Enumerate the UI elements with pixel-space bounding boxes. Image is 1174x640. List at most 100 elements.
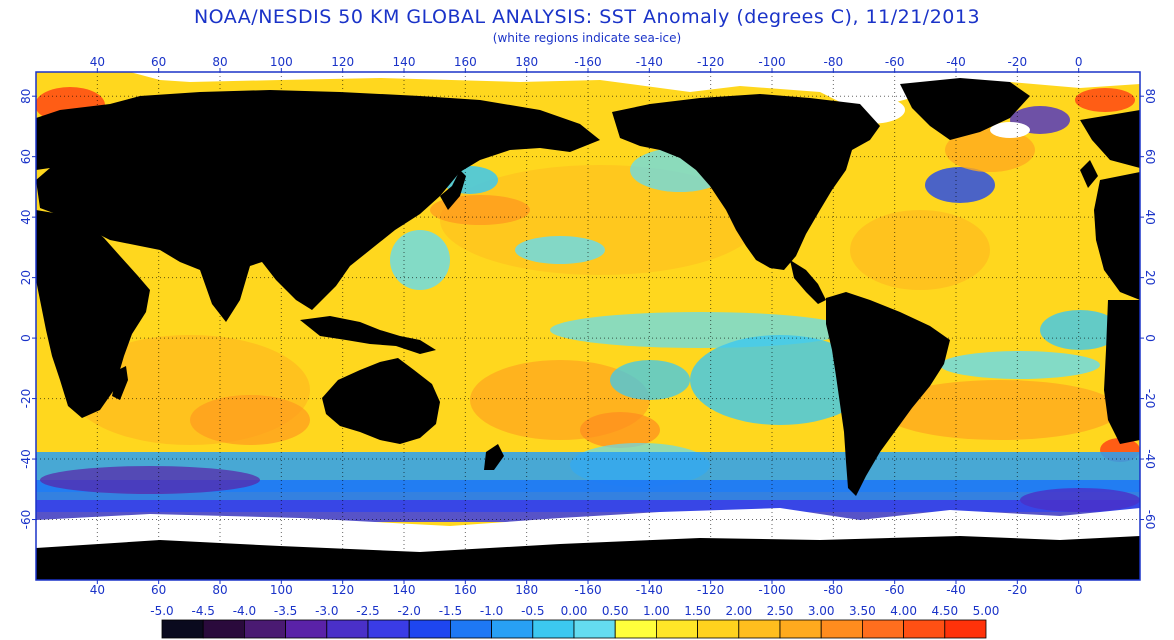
map-area <box>36 72 1140 580</box>
colorbar-swatch <box>243 619 286 639</box>
north-america <box>612 94 880 270</box>
colorbar-label: -0.5 <box>521 604 544 618</box>
uk <box>1080 160 1098 188</box>
lon-tick-label-top: -60 <box>885 55 905 69</box>
lon-tick-label-top: 120 <box>331 55 354 69</box>
australia <box>322 358 440 444</box>
anomaly-field <box>36 87 1140 487</box>
lon-tick-label-bottom: 180 <box>515 583 538 597</box>
latitude-labels-right: 80 60 40 20 0 -20 -40 -60 <box>1143 89 1157 530</box>
lon-tick-label-bottom: 0 <box>1075 583 1083 597</box>
lat-tick-label-right: 60 <box>1143 149 1157 164</box>
lat-tick-label-right: 0 <box>1143 334 1157 342</box>
colorbar-label: -3.5 <box>274 604 297 618</box>
greenland <box>900 78 1030 140</box>
lon-tick-label-bottom: 100 <box>270 583 293 597</box>
lat-tick-label-left: -20 <box>19 389 33 409</box>
colorbar-label: 2.50 <box>767 604 794 618</box>
lon-tick-label-bottom: -40 <box>946 583 966 597</box>
colorbar-label: -5.0 <box>150 604 173 618</box>
lat-tick-label-left: 20 <box>19 270 33 285</box>
colorbar-swatch <box>656 619 699 639</box>
lon-tick-label-top: 60 <box>151 55 166 69</box>
colorbar-swatch <box>820 619 863 639</box>
lon-tick-label-bottom: 160 <box>454 583 477 597</box>
lon-tick-label-bottom: 40 <box>90 583 105 597</box>
chart-subtitle: (white regions indicate sea-ice) <box>492 31 682 45</box>
lon-tick-label-top: -40 <box>946 55 966 69</box>
lon-tick-label-bottom: -120 <box>697 583 724 597</box>
colorbar-label: 1.00 <box>643 604 670 618</box>
lat-tick-label-left: 40 <box>19 210 33 225</box>
colorbar-swatch <box>862 619 905 639</box>
colorbar-label: -1.0 <box>480 604 503 618</box>
japan <box>440 170 466 210</box>
colorbar-label: 4.50 <box>931 604 958 618</box>
colorbar-swatch <box>326 619 369 639</box>
antarctica <box>36 536 1140 580</box>
colorbar-label: 3.00 <box>808 604 835 618</box>
africa-east <box>1104 300 1140 444</box>
longitude-labels-bottom: 40 60 80 100 120 140 160 180 -160 -140 -120 -100 -80… <box>90 583 1083 597</box>
colorbar-swatch <box>738 619 781 639</box>
lon-tick-label-bottom: -80 <box>824 583 844 597</box>
colorbar-swatch <box>367 619 410 639</box>
lon-tick-label-top: 140 <box>393 55 416 69</box>
colorbar-label: 1.50 <box>684 604 711 618</box>
lon-tick-label-top: 0 <box>1075 55 1083 69</box>
lon-tick-label-top: -160 <box>574 55 601 69</box>
lon-tick-label-top: 80 <box>212 55 227 69</box>
colorbar-swatch <box>202 619 245 639</box>
lon-tick-label-top: -20 <box>1008 55 1028 69</box>
lat-tick-label-left: 80 <box>19 89 33 104</box>
colorbar-swatch <box>532 619 575 639</box>
lon-tick-label-top: 40 <box>90 55 105 69</box>
lon-tick-label-top: -100 <box>758 55 785 69</box>
longitude-labels-top: 40 60 80 100 120 140 160 180 -160 -140 -120 -100 -80… <box>90 55 1083 69</box>
colorbar-swatch <box>614 619 657 639</box>
colorbar-swatch <box>408 619 451 639</box>
central-america <box>790 260 826 304</box>
lon-tick-label-bottom: 140 <box>393 583 416 597</box>
lon-tick-label-bottom: -60 <box>885 583 905 597</box>
latitude-labels-left: 80 60 40 20 0 -20 -40 -60 <box>19 89 33 530</box>
axis-ticks <box>32 68 1144 584</box>
madagascar <box>112 366 128 400</box>
lon-tick-label-bottom: -140 <box>636 583 663 597</box>
colorbar-swatch <box>449 619 492 639</box>
lon-tick-label-top: 100 <box>270 55 293 69</box>
colorbar-label: 4.00 <box>890 604 917 618</box>
lon-tick-label-top: -80 <box>824 55 844 69</box>
lat-tick-label-left: -60 <box>19 510 33 530</box>
lon-tick-label-top: 160 <box>454 55 477 69</box>
lat-tick-label-right: -40 <box>1143 449 1157 469</box>
eurasia <box>36 90 600 322</box>
colorbar-swatch <box>161 619 204 639</box>
colorbar-swatch <box>491 619 534 639</box>
lon-tick-label-top: -140 <box>636 55 663 69</box>
europe-north <box>1080 110 1140 168</box>
colorbar-label: 0.00 <box>561 604 588 618</box>
lon-tick-label-bottom: -160 <box>574 583 601 597</box>
lat-tick-label-right: -20 <box>1143 389 1157 409</box>
europe-east-edge <box>1094 172 1140 300</box>
lon-tick-label-bottom: -20 <box>1008 583 1028 597</box>
colorbar-label: -2.0 <box>397 604 420 618</box>
new-zealand <box>484 444 504 470</box>
africa <box>36 210 150 418</box>
lon-tick-label-bottom: 80 <box>212 583 227 597</box>
colorbar-label: -3.0 <box>315 604 338 618</box>
lat-tick-label-left: -40 <box>19 449 33 469</box>
lat-tick-label-right: -60 <box>1143 510 1157 530</box>
chart-title: NOAA/NESDIS 50 KM GLOBAL ANALYSIS: SST A… <box>193 6 981 28</box>
colorbar-label: -4.5 <box>191 604 214 618</box>
lat-tick-label-right: 20 <box>1143 270 1157 285</box>
south-america <box>826 292 950 496</box>
colorbar-labels: -5.0 -4.5 -4.0 -3.5 -3.0 -2.5 -2.0 -1.5 -1.0 -0.5… <box>150 604 999 618</box>
colorbar-swatch <box>779 619 822 639</box>
lat-tick-label-left: 60 <box>19 149 33 164</box>
lon-tick-label-top: 180 <box>515 55 538 69</box>
lon-tick-label-bottom: 60 <box>151 583 166 597</box>
lat-tick-label-left: 0 <box>19 334 33 342</box>
